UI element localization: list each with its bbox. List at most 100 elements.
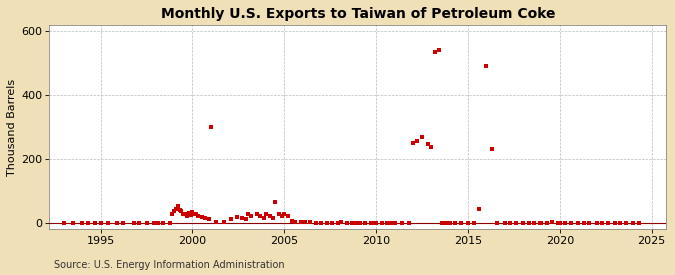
Point — [376, 221, 387, 225]
Point — [450, 221, 460, 225]
Point — [246, 214, 256, 218]
Point — [336, 220, 347, 225]
Point — [277, 214, 288, 218]
Point — [128, 221, 139, 225]
Point — [141, 221, 152, 226]
Point — [171, 207, 182, 211]
Point — [566, 221, 576, 225]
Point — [529, 221, 539, 225]
Point — [134, 221, 144, 225]
Point — [429, 49, 440, 54]
Point — [547, 220, 558, 224]
Point — [408, 141, 418, 145]
Point — [628, 221, 639, 225]
Point — [481, 64, 492, 68]
Point — [283, 214, 294, 218]
Point — [167, 211, 178, 216]
Point — [416, 135, 427, 139]
Point — [342, 221, 352, 225]
Point — [304, 220, 315, 224]
Point — [196, 215, 207, 219]
Point — [180, 212, 190, 216]
Point — [169, 209, 180, 213]
Point — [404, 221, 414, 225]
Point — [82, 221, 93, 225]
Point — [264, 214, 275, 218]
Point — [77, 221, 88, 226]
Point — [182, 214, 192, 218]
Point — [185, 213, 196, 218]
Point — [385, 221, 396, 225]
Point — [354, 221, 365, 225]
Point — [259, 215, 269, 220]
Point — [396, 221, 407, 225]
Point — [468, 221, 479, 225]
Point — [615, 221, 626, 225]
Point — [237, 215, 248, 220]
Point — [474, 207, 485, 211]
Point — [240, 217, 251, 222]
Point — [620, 221, 631, 225]
Point — [90, 221, 101, 225]
Point — [433, 48, 444, 52]
Point — [610, 221, 620, 225]
Point — [242, 212, 253, 216]
Point — [523, 221, 534, 225]
Point — [103, 221, 113, 225]
Point — [371, 221, 381, 225]
Point — [441, 221, 452, 225]
Point — [270, 200, 281, 205]
Point — [347, 221, 358, 225]
Point — [505, 221, 516, 225]
Point — [500, 221, 510, 225]
Point — [184, 211, 194, 215]
Point — [189, 211, 200, 216]
Point — [59, 221, 70, 226]
Point — [554, 221, 565, 225]
Point — [187, 210, 198, 214]
Point — [597, 221, 608, 225]
Point — [518, 221, 529, 225]
Point — [316, 221, 327, 225]
Point — [426, 145, 437, 149]
Point — [231, 215, 242, 219]
Text: Source: U.S. Energy Information Administration: Source: U.S. Energy Information Administ… — [54, 260, 285, 270]
Point — [365, 221, 376, 225]
Point — [204, 217, 215, 222]
Point — [176, 209, 187, 213]
Point — [117, 221, 128, 225]
Point — [462, 221, 473, 225]
Point — [211, 219, 222, 224]
Point — [536, 221, 547, 225]
Point — [492, 221, 503, 225]
Point — [95, 221, 106, 226]
Point — [273, 212, 284, 216]
Point — [225, 216, 236, 221]
Point — [261, 212, 271, 216]
Point — [158, 221, 169, 225]
Point — [218, 220, 229, 225]
Point — [200, 215, 211, 220]
Point — [422, 142, 433, 146]
Point — [279, 212, 290, 216]
Point — [487, 147, 497, 152]
Point — [299, 220, 310, 225]
Point — [148, 221, 159, 225]
Point — [360, 221, 371, 225]
Point — [191, 212, 202, 216]
Point — [584, 221, 595, 225]
Point — [437, 221, 448, 225]
Point — [573, 221, 584, 225]
Point — [553, 221, 564, 225]
Point — [602, 221, 613, 225]
Point — [534, 221, 545, 225]
Point — [578, 221, 589, 225]
Point — [327, 221, 338, 225]
Point — [68, 221, 78, 225]
Point — [369, 221, 380, 225]
Point — [268, 215, 279, 220]
Point — [455, 221, 466, 225]
Point — [411, 139, 422, 144]
Point — [382, 221, 393, 225]
Point — [296, 220, 306, 225]
